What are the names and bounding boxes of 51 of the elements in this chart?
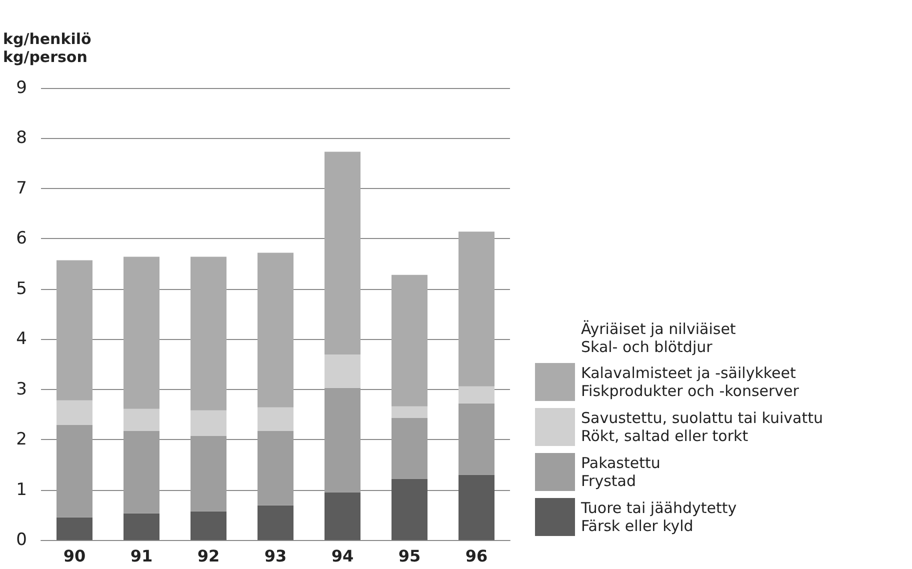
y-tick-label: 8 — [16, 128, 27, 148]
bar — [258, 252, 294, 408]
bar — [56, 400, 92, 425]
legend-title: Äyriäiset ja nilviäiset Skal- och blötdjur — [581, 320, 737, 356]
y-tick-label: 3 — [16, 379, 27, 400]
bar — [124, 513, 160, 540]
y-tick-label: 1 — [16, 480, 27, 500]
text: Tuore tai jäähdytetty Färsk eller kyld — [581, 499, 737, 535]
bar — [124, 408, 160, 432]
text: Savustettu, suolattu tai kuivattu Rökt, saltad eller torkt — [581, 409, 823, 445]
bar — [324, 492, 360, 540]
x-tick-label: 94 — [331, 546, 354, 566]
bar — [258, 407, 294, 432]
bar — [124, 431, 160, 514]
bar — [324, 354, 360, 388]
y-tick-label: 9 — [16, 78, 27, 98]
text: Kalavalmisteet ja -säilykkeet Fiskprodukter och -konserver — [581, 364, 799, 400]
bar — [56, 424, 92, 518]
bar — [324, 388, 360, 492]
bar — [458, 403, 494, 475]
bar — [324, 152, 360, 355]
bar — [392, 274, 428, 406]
bar — [190, 256, 226, 410]
x-tick-label: 93 — [264, 546, 287, 566]
bar — [458, 386, 494, 404]
bar — [56, 260, 92, 400]
bar — [124, 256, 160, 409]
y-tick-label: 0 — [16, 530, 27, 550]
y-tick-label: 7 — [16, 178, 27, 198]
text: Pakastettu Frystad — [581, 454, 660, 490]
y-tick-label: 2 — [16, 430, 27, 450]
bar — [258, 505, 294, 540]
bar — [458, 474, 494, 540]
bar — [392, 406, 428, 418]
bar — [56, 517, 92, 540]
x-tick-label: 95 — [398, 546, 421, 566]
x-tick-label: 91 — [130, 546, 153, 566]
x-tick-label: 90 — [63, 546, 86, 566]
y-tick-label: 4 — [16, 329, 27, 350]
y-axis-title: kg/henkilö kg/person — [3, 30, 92, 66]
y-tick-label: 5 — [16, 278, 27, 299]
bar — [392, 418, 428, 479]
bar — [258, 431, 294, 506]
y-tick-label: 6 — [16, 228, 27, 249]
bar — [458, 232, 494, 386]
x-tick-label: 96 — [465, 546, 488, 566]
bar — [392, 478, 428, 540]
bar — [190, 436, 226, 512]
bar — [190, 511, 226, 540]
x-tick-label: 92 — [197, 546, 220, 566]
bar — [190, 410, 226, 436]
